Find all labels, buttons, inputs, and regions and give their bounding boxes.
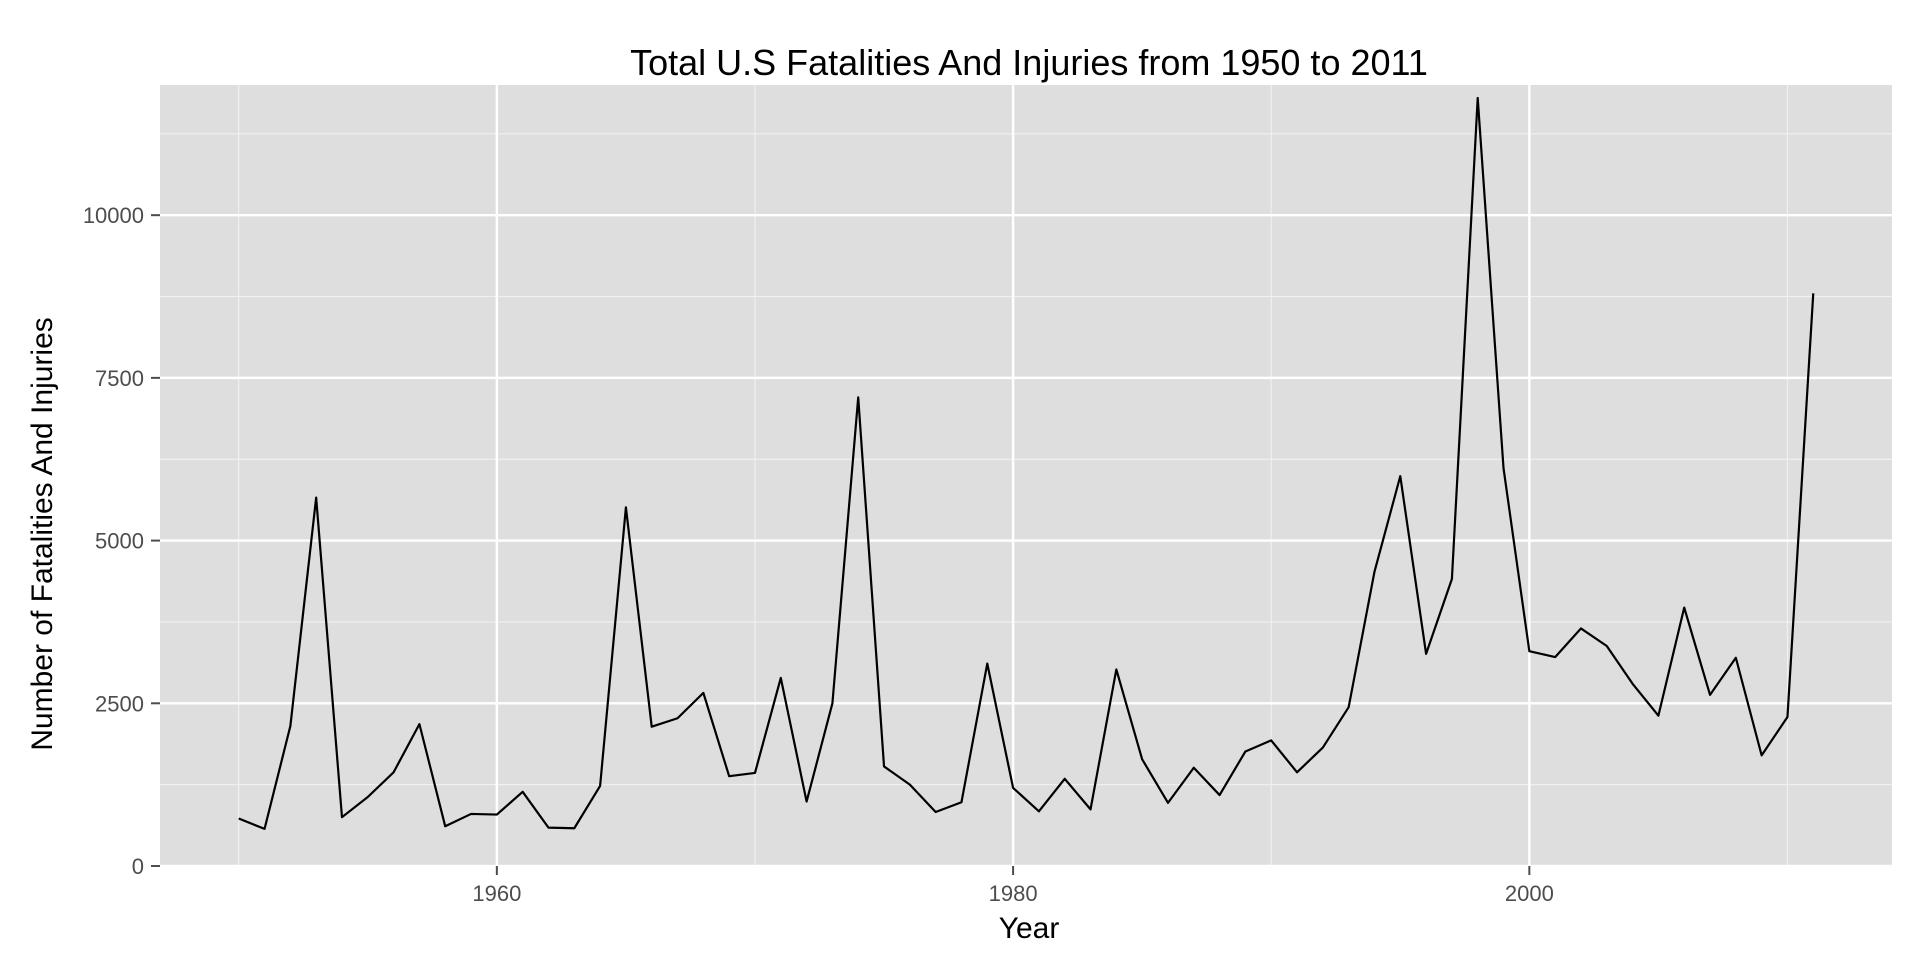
chart-title: Total U.S Fatalities And Injuries from 1… bbox=[630, 42, 1428, 83]
axis-ticks bbox=[151, 214, 1531, 875]
y-axis-tick-labels: 0 2500 5000 7500 10000 bbox=[83, 203, 144, 879]
y-tick-label: 2500 bbox=[95, 691, 144, 716]
series-line bbox=[238, 96, 1815, 830]
x-tick-label: 1980 bbox=[989, 881, 1038, 906]
x-tick-label: 2000 bbox=[1505, 881, 1554, 906]
y-axis-title: Number of Fatalities And Injuries bbox=[26, 317, 59, 751]
x-tick-label: 1960 bbox=[472, 881, 521, 906]
y-tick-label: 10000 bbox=[83, 203, 144, 228]
x-axis-tick-labels: 1960 1980 2000 bbox=[472, 881, 1553, 906]
y-tick-label: 0 bbox=[132, 854, 144, 879]
x-axis-title: Year bbox=[999, 912, 1060, 945]
plot-panel bbox=[160, 85, 1892, 866]
y-tick-label: 7500 bbox=[95, 366, 144, 391]
y-tick-label: 5000 bbox=[95, 529, 144, 554]
major-gridlines bbox=[160, 85, 1892, 868]
